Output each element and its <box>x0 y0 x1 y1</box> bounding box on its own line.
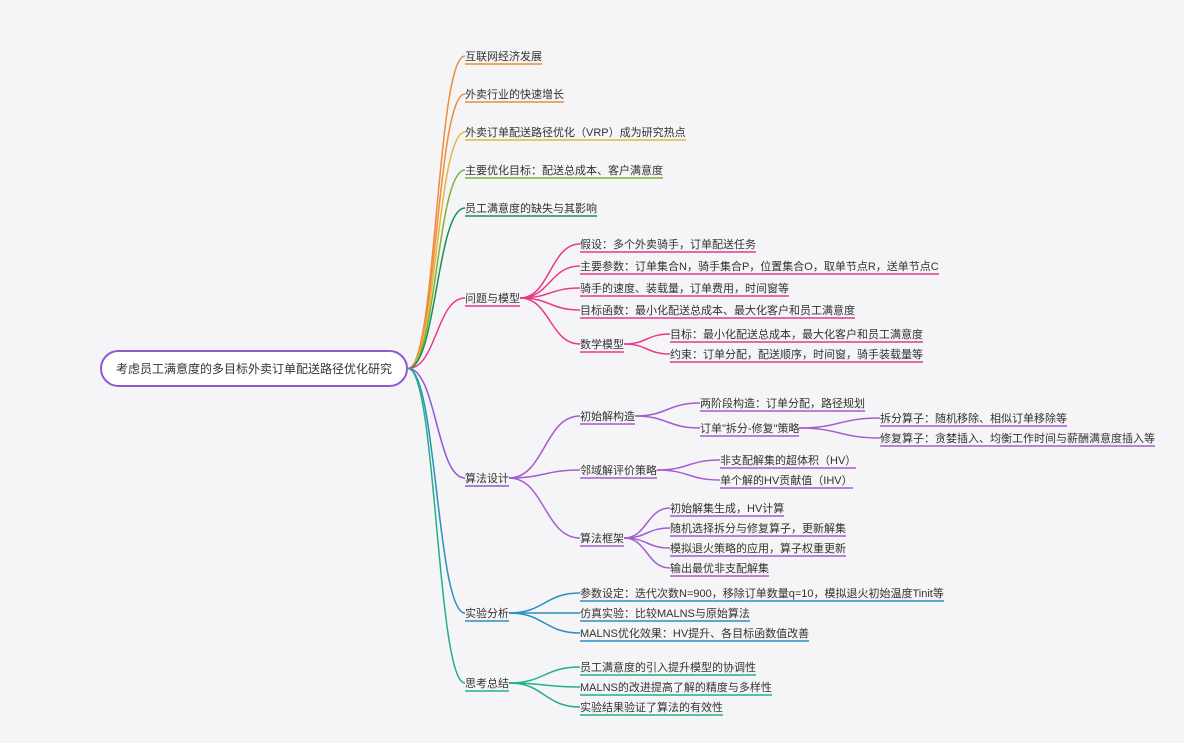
node-n8c: MALNS优化效果：HV提升、各目标函数值改善 <box>580 625 809 641</box>
node-n6e1: 目标：最小化配送总成本，最大化客户和员工满意度 <box>670 326 923 342</box>
node-n6: 问题与模型 <box>465 290 520 306</box>
node-n8a: 参数设定：迭代次数N=900，移除订单数量q=10，模拟退火初始温度Tinit等 <box>580 585 944 601</box>
node-n7a2a: 拆分算子：随机移除、相似订单移除等 <box>880 410 1067 426</box>
node-n5: 员工满意度的缺失与其影响 <box>465 200 597 216</box>
node-n6e2: 约束：订单分配，配送顺序，时间窗，骑手装载量等 <box>670 346 923 362</box>
node-n9b: MALNS的改进提高了解的精度与多样性 <box>580 679 772 695</box>
node-n9a: 员工满意度的引入提升模型的协调性 <box>580 659 756 675</box>
node-n7c4: 输出最优非支配解集 <box>670 560 769 576</box>
node-n9c: 实验结果验证了算法的有效性 <box>580 699 723 715</box>
node-n7c: 算法框架 <box>580 530 624 546</box>
node-n7a2: 订单"拆分-修复"策略 <box>700 420 799 436</box>
node-n4: 主要优化目标：配送总成本、客户满意度 <box>465 162 663 178</box>
node-n2: 外卖行业的快速增长 <box>465 86 564 102</box>
node-n7: 算法设计 <box>465 470 509 486</box>
node-n7c3: 模拟退火策略的应用，算子权重更新 <box>670 540 846 556</box>
node-n1: 互联网经济发展 <box>465 48 542 64</box>
node-n6b: 主要参数：订单集合N，骑手集合P，位置集合O，取单节点R，送单节点C <box>580 258 939 274</box>
node-n7c1: 初始解集生成，HV计算 <box>670 500 784 516</box>
node-n6d: 目标函数：最小化配送总成本、最大化客户和员工满意度 <box>580 302 855 318</box>
node-n7c2: 随机选择拆分与修复算子，更新解集 <box>670 520 846 536</box>
node-n7a: 初始解构造 <box>580 408 635 424</box>
node-n6a: 假设：多个外卖骑手，订单配送任务 <box>580 236 756 252</box>
node-n6e: 数学模型 <box>580 336 624 352</box>
node-n7a2b: 修复算子：贪婪插入、均衡工作时间与薪酬满意度插入等 <box>880 430 1155 446</box>
root-node: 考虑员工满意度的多目标外卖订单配送路径优化研究 <box>100 350 408 387</box>
node-n7b1: 非支配解集的超体积（HV） <box>720 452 856 468</box>
node-n3: 外卖订单配送路径优化（VRP）成为研究热点 <box>465 124 686 140</box>
node-n9: 思考总结 <box>465 675 509 691</box>
node-n7a1: 两阶段构造：订单分配，路径规划 <box>700 395 865 411</box>
node-n8b: 仿真实验：比较MALNS与原始算法 <box>580 605 750 621</box>
node-n8: 实验分析 <box>465 605 509 621</box>
node-n6c: 骑手的速度、装载量，订单费用，时间窗等 <box>580 280 789 296</box>
node-n7b: 邻域解评价策略 <box>580 462 657 478</box>
node-n7b2: 单个解的HV贡献值（IHV） <box>720 472 853 488</box>
